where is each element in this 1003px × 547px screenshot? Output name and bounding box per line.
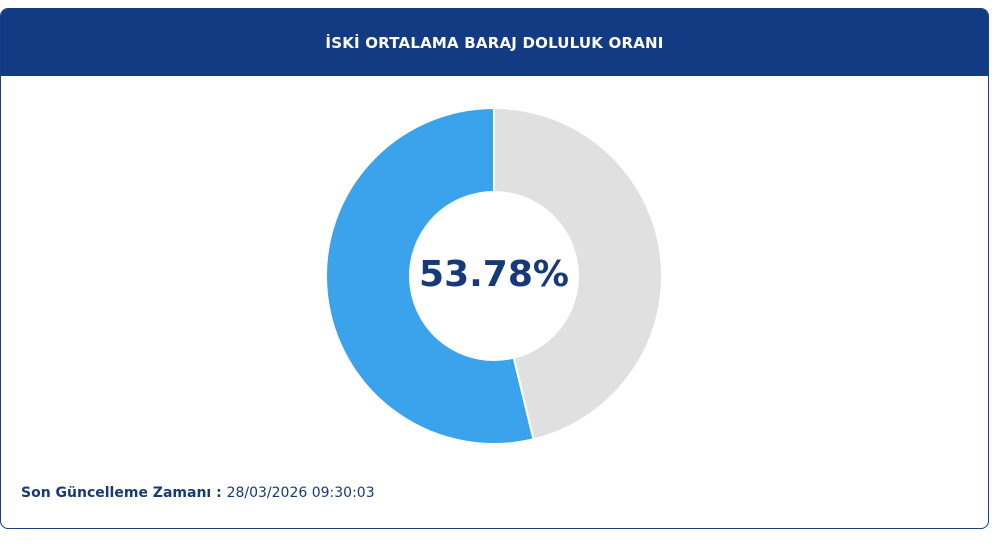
donut-chart-area: 53.78% <box>1 76 988 456</box>
last-update-timestamp: 28/03/2026 09:30:03 <box>226 485 375 501</box>
center-percentage-label: 53.78% <box>419 254 569 295</box>
slice-empty <box>493 106 663 441</box>
card-header: İSKİ ORTALAMA BARAJ DOLULUK ORANI <box>1 9 988 76</box>
donut-chart: 53.78% <box>325 106 663 445</box>
dam-occupancy-card: İSKİ ORTALAMA BARAJ DOLULUK ORANI 53.78%… <box>0 8 989 529</box>
card-title: İSKİ ORTALAMA BARAJ DOLULUK ORANI <box>325 33 664 52</box>
last-update-separator: : <box>211 485 227 501</box>
last-update-line: Son Güncelleme Zamanı : 28/03/2026 09:30… <box>21 485 375 501</box>
last-update-label: Son Güncelleme Zamanı <box>21 485 212 501</box>
slice-filled <box>325 106 535 445</box>
